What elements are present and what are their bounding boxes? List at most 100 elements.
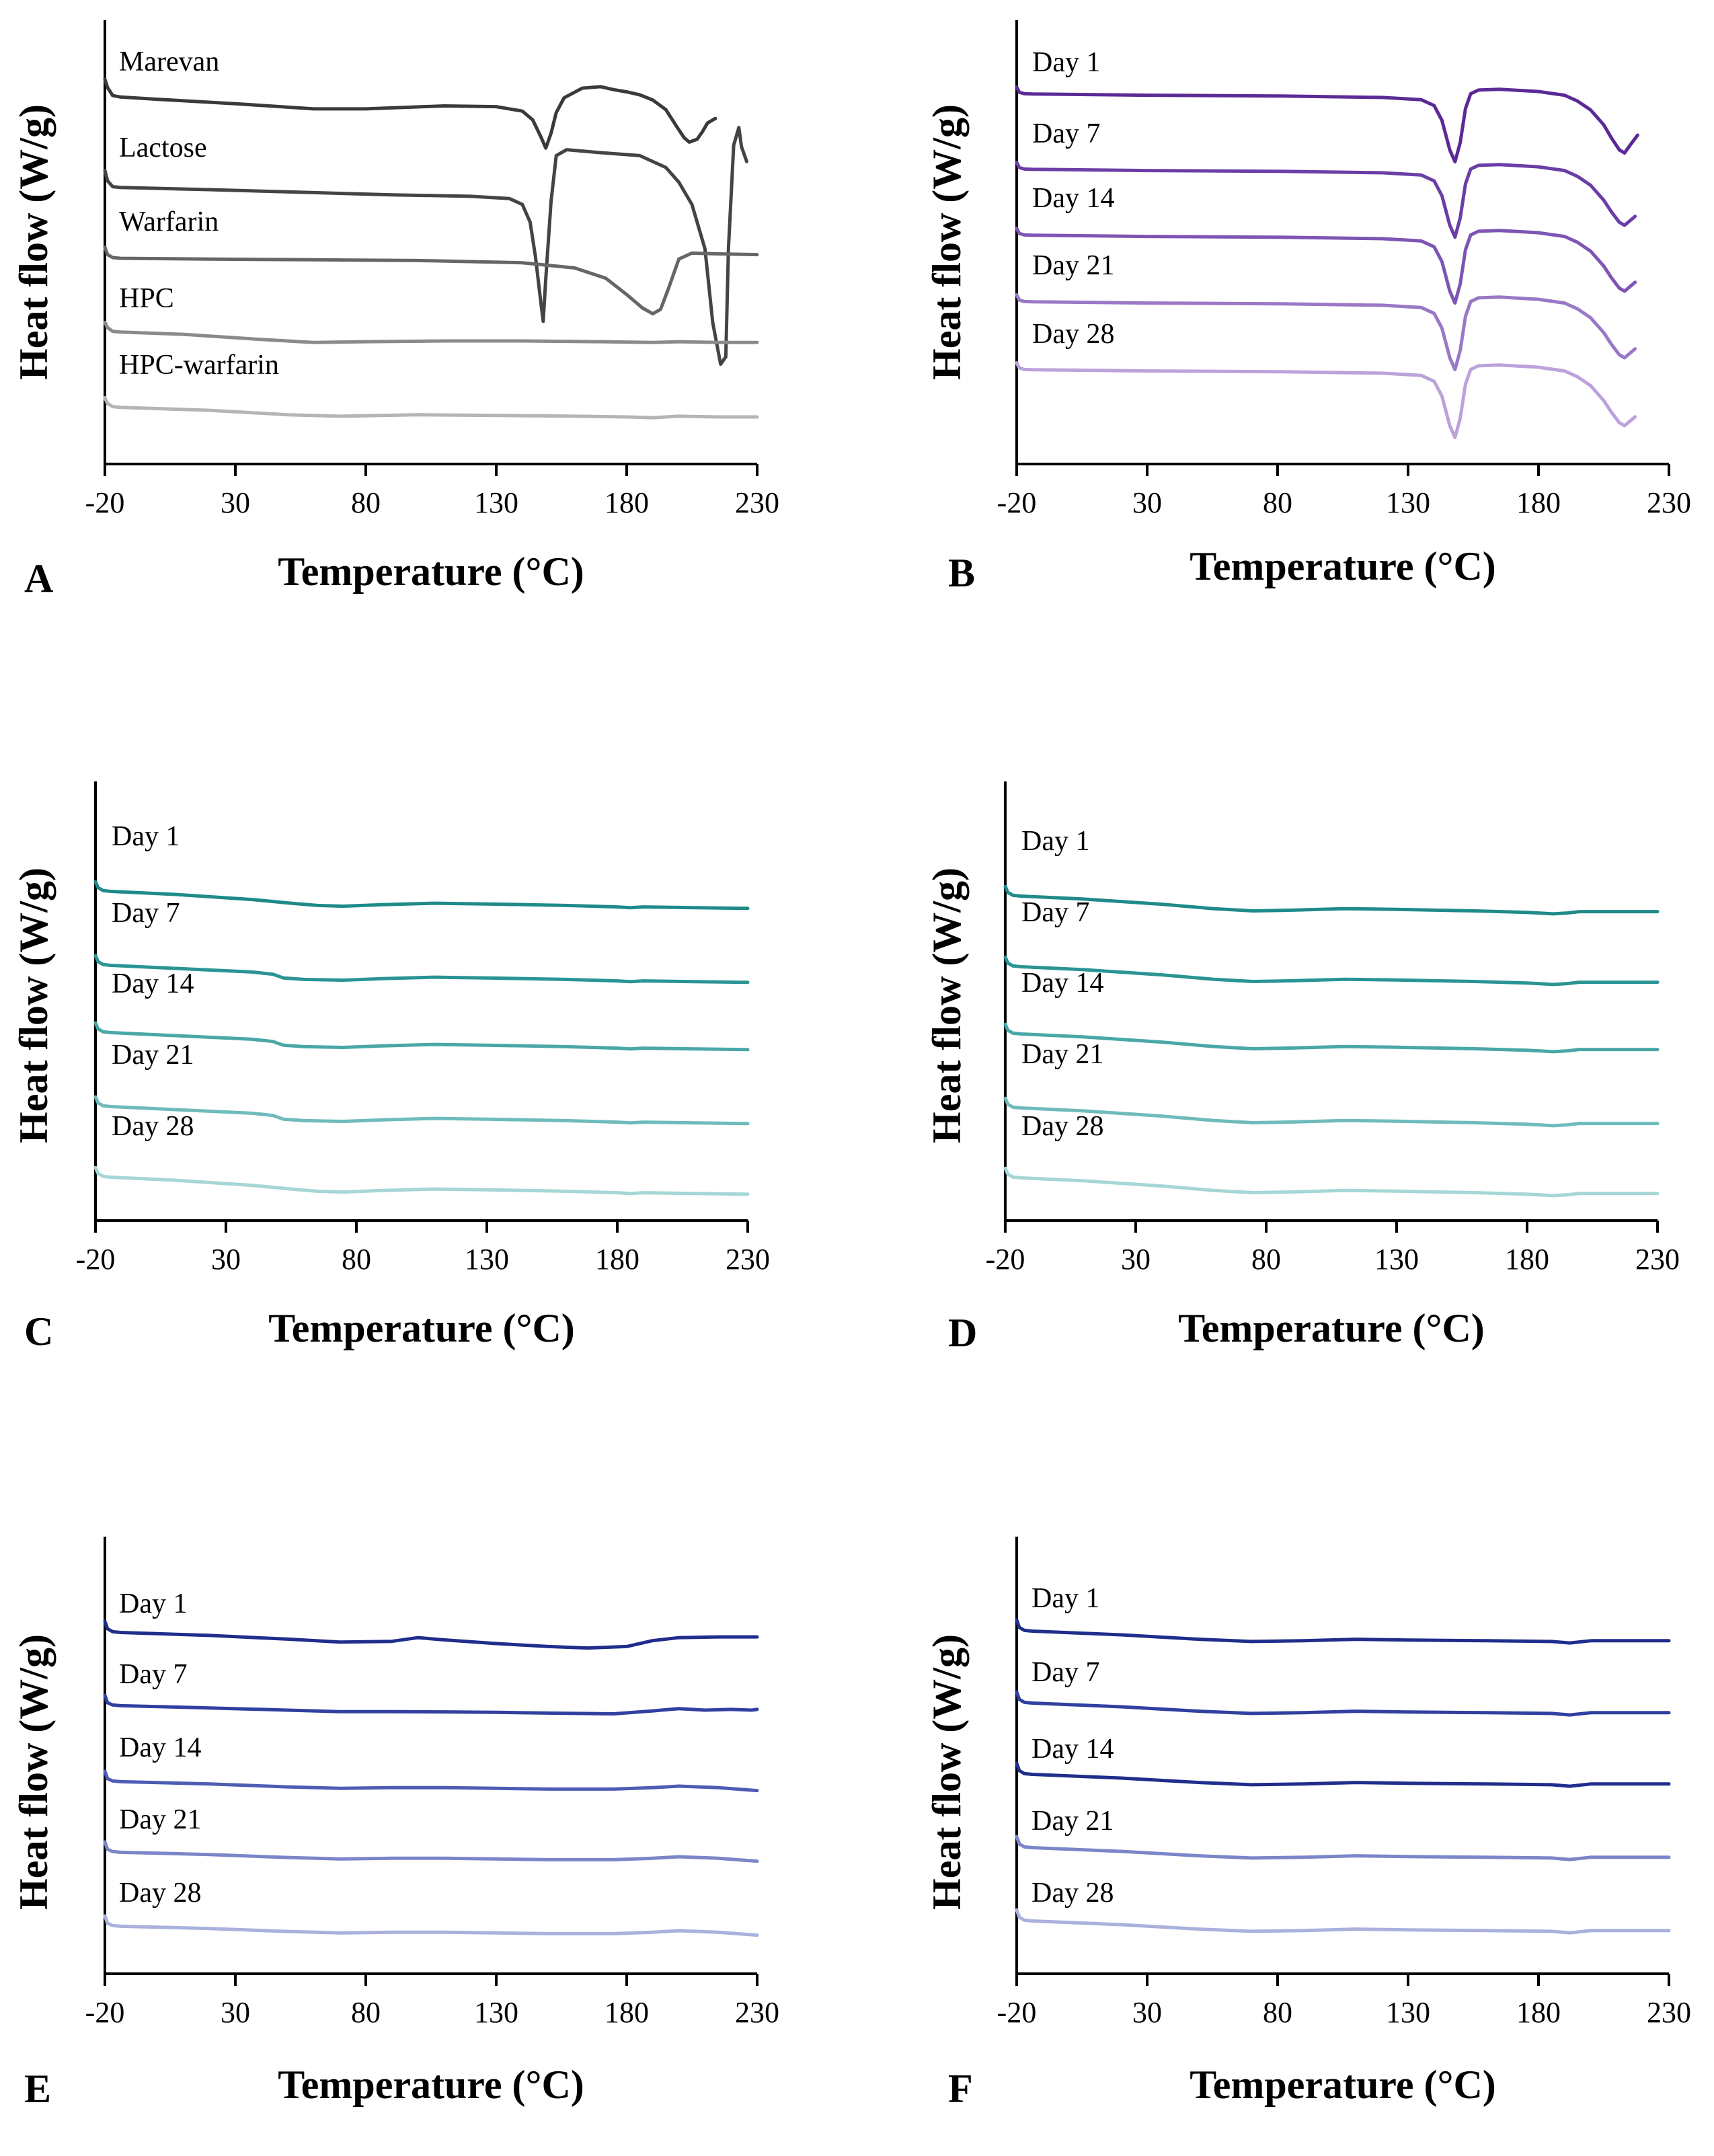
y-axis-label: Heat flow (W/g)	[925, 1634, 969, 1910]
y-axis-label: Heat flow (W/g)	[11, 868, 56, 1143]
panel-letter: A	[24, 556, 53, 601]
series-line-day-7	[103, 1693, 759, 1716]
series-label-day-14: Day 14	[1032, 183, 1114, 214]
x-tick-label: 80	[342, 1243, 371, 1276]
series-label-day-7: Day 7	[1032, 118, 1100, 149]
series-line-day-28	[103, 1914, 759, 1937]
x-tick-label: -20	[76, 1243, 116, 1276]
series-label-day-14: Day 14	[1031, 1734, 1114, 1765]
x-tick-label: 80	[351, 1996, 381, 2029]
series-line-day-21	[1015, 293, 1637, 372]
x-tick-label: 230	[1635, 1243, 1680, 1276]
series-line-day-14	[1015, 227, 1637, 305]
series-label-day-1: Day 1	[1031, 1583, 1099, 1614]
series-label-day-21: Day 21	[1031, 1806, 1114, 1837]
series-label-day-28: Day 28	[1021, 1111, 1103, 1142]
panel-c: -20 30 80 130 180 230 Temperature (°C) Heat flo…	[11, 781, 770, 1354]
x-tick-label: 230	[1647, 1996, 1691, 2029]
series-label-day-1: Day 1	[112, 821, 180, 852]
series-line-day-14	[103, 1769, 759, 1793]
x-axis-label: Temperature (°C)	[1190, 544, 1496, 588]
x-tick-label: 30	[221, 486, 250, 519]
series-label-day-28: Day 28	[119, 1878, 201, 1909]
panel-letter: F	[948, 2067, 973, 2111]
x-tick-label: 230	[735, 1996, 779, 2029]
x-tick-label: 30	[1132, 1996, 1162, 2029]
panel-letter: C	[24, 1309, 53, 1354]
x-axis-label: Temperature (°C)	[1190, 2063, 1496, 2107]
y-axis-label: Heat flow (W/g)	[11, 104, 56, 380]
x-tick-label: -20	[85, 486, 125, 519]
y-axis-label: Heat flow (W/g)	[925, 104, 969, 380]
series-line-day-1	[103, 1619, 759, 1650]
x-tick-label: 130	[1386, 1996, 1430, 2029]
x-tick-label: 180	[1516, 486, 1561, 519]
x-tick-label: -20	[986, 1243, 1025, 1276]
series-label-day-21: Day 21	[112, 1040, 194, 1071]
x-tick-label: 80	[1263, 1996, 1292, 2029]
series-line-day-1	[93, 880, 750, 911]
series-line-day-1	[1015, 1618, 1671, 1645]
series-label-day-7: Day 7	[1031, 1657, 1099, 1688]
x-tick-label: 180	[1516, 1996, 1561, 2029]
series-label-day-28: Day 28	[1031, 1878, 1114, 1909]
x-axis-label: Temperature (°C)	[1178, 1306, 1485, 1350]
series-label-day-28: Day 28	[112, 1111, 194, 1142]
series-line-day-28	[1003, 1166, 1660, 1198]
series-line-day-28	[1015, 1908, 1671, 1935]
series-line-warfarin	[103, 245, 759, 316]
y-axis-label: Heat flow (W/g)	[11, 1634, 56, 1910]
x-tick-label: -20	[997, 1996, 1037, 2029]
series-line-day-7	[1015, 161, 1637, 239]
series-label-day-1: Day 1	[1021, 826, 1089, 857]
series-label-day-21: Day 21	[119, 1804, 201, 1835]
x-tick-label: 230	[1647, 486, 1691, 519]
series-label-day-14: Day 14	[119, 1732, 201, 1763]
y-axis-label: Heat flow (W/g)	[925, 868, 969, 1143]
series-label-day-28: Day 28	[1032, 319, 1114, 350]
x-tick-label: 130	[1386, 486, 1430, 519]
x-tick-label: 130	[1374, 1243, 1419, 1276]
series-label-marevan: Marevan	[119, 46, 219, 77]
series-label-day-14: Day 14	[1021, 968, 1103, 999]
panel-f: -20 30 80 130 180 230 Temperature (°C) Heat flo…	[925, 1537, 1691, 2111]
series-label-day-7: Day 7	[119, 1659, 187, 1690]
series-label-day-1: Day 1	[119, 1588, 187, 1619]
panel-letter: B	[948, 551, 975, 595]
panel-letter: D	[948, 1311, 977, 1355]
series-label-warfarin: Warfarin	[119, 206, 219, 237]
series-line-day-1	[1015, 85, 1639, 164]
series-line-day-28	[1015, 361, 1637, 440]
x-tick-label: -20	[85, 1996, 125, 2029]
series-label-day-7: Day 7	[112, 898, 180, 929]
x-tick-label: 180	[1505, 1243, 1549, 1276]
x-tick-label: 230	[735, 486, 779, 519]
panel-d: -20 30 80 130 180 230 Temperature (°C) Heat flo…	[925, 781, 1680, 1355]
series-label-hpc: HPC	[119, 283, 174, 314]
series-label-day-21: Day 21	[1032, 250, 1114, 281]
x-tick-label: 180	[595, 1243, 639, 1276]
x-axis-label: Temperature (°C)	[268, 1306, 575, 1350]
x-tick-label: 130	[474, 1996, 518, 2029]
series-label-hpc-warfarin: HPC-warfarin	[119, 350, 279, 381]
panel-b: -20 30 80 130 180 230 Temperature (°C) Heat flo…	[925, 20, 1691, 595]
series-line-day-14	[1003, 1022, 1660, 1054]
series-line-day-14	[93, 1021, 750, 1052]
series-line-day-21	[103, 1840, 759, 1863]
x-tick-label: 230	[726, 1243, 770, 1276]
series-line-day-21	[1003, 1096, 1660, 1128]
x-axis-label: Temperature (°C)	[278, 549, 584, 594]
series-label-day-1: Day 1	[1032, 47, 1100, 78]
panel-a: -20 30 80 130 180 230 Temperature (°C) Heat flo…	[11, 20, 779, 601]
series-label-day-14: Day 14	[112, 968, 194, 999]
x-tick-label: -20	[997, 486, 1037, 519]
x-tick-label: 130	[465, 1243, 509, 1276]
series-line-day-7	[93, 954, 750, 985]
panel-e: -20 30 80 130 180 230 Temperature (°C) Heat flo…	[11, 1537, 779, 2111]
x-tick-label: 180	[605, 1996, 649, 2029]
series-line-hpc-warfarin	[103, 395, 759, 420]
series-label-day-21: Day 21	[1021, 1039, 1103, 1070]
series-line-lactose	[103, 126, 748, 367]
series-line-marevan	[103, 77, 717, 150]
